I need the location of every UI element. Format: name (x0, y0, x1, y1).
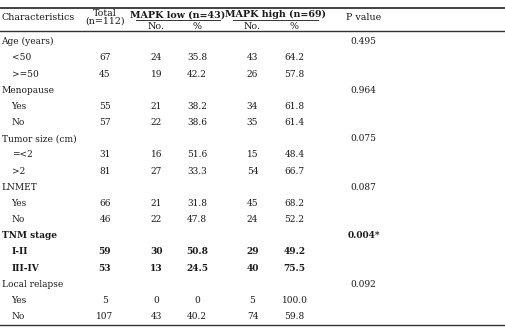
Text: (n=112): (n=112) (85, 17, 125, 26)
Text: 57: 57 (99, 118, 111, 127)
Text: LNMET: LNMET (2, 183, 37, 192)
Text: 24.5: 24.5 (186, 264, 208, 273)
Text: 38.6: 38.6 (187, 118, 207, 127)
Text: 0.075: 0.075 (350, 134, 377, 143)
Text: No: No (12, 215, 25, 224)
Text: 21: 21 (151, 102, 162, 111)
Text: 42.2: 42.2 (187, 70, 207, 79)
Text: 27: 27 (151, 167, 162, 176)
Text: 22: 22 (151, 118, 162, 127)
Text: Yes: Yes (12, 296, 27, 305)
Text: 55: 55 (99, 102, 111, 111)
Text: Menopause: Menopause (2, 86, 55, 95)
Text: MAPK high (n=69): MAPK high (n=69) (225, 10, 326, 19)
Text: Tumor size (cm): Tumor size (cm) (2, 134, 76, 143)
Text: <50: <50 (12, 53, 31, 62)
Text: Age (years): Age (years) (2, 37, 54, 46)
Text: 43: 43 (151, 312, 162, 321)
Text: 61.8: 61.8 (284, 102, 305, 111)
Text: 33.3: 33.3 (187, 167, 207, 176)
Text: 47.8: 47.8 (187, 215, 207, 224)
Text: 40.2: 40.2 (187, 312, 207, 321)
Text: 35: 35 (247, 118, 258, 127)
Text: 68.2: 68.2 (284, 199, 305, 208)
Text: 50.8: 50.8 (186, 248, 208, 256)
Text: 57.8: 57.8 (284, 70, 305, 79)
Text: 48.4: 48.4 (284, 150, 305, 159)
Text: 5: 5 (249, 296, 256, 305)
Text: MAPK low (n=43): MAPK low (n=43) (130, 10, 226, 19)
Text: 59: 59 (98, 248, 111, 256)
Text: 53: 53 (98, 264, 111, 273)
Text: No: No (12, 312, 25, 321)
Text: %: % (290, 22, 299, 31)
Text: 66: 66 (99, 199, 111, 208)
Text: 45: 45 (99, 70, 111, 79)
Text: 52.2: 52.2 (284, 215, 305, 224)
Text: 75.5: 75.5 (283, 264, 306, 273)
Text: %: % (192, 22, 201, 31)
Text: 22: 22 (151, 215, 162, 224)
Text: 100.0: 100.0 (281, 296, 308, 305)
Text: =<2: =<2 (12, 150, 32, 159)
Text: 0.964: 0.964 (350, 86, 377, 95)
Text: 51.6: 51.6 (187, 150, 207, 159)
Text: 0: 0 (154, 296, 160, 305)
Text: 67: 67 (99, 53, 111, 62)
Text: 5: 5 (102, 296, 108, 305)
Text: 13: 13 (150, 264, 163, 273)
Text: 0.495: 0.495 (350, 37, 377, 46)
Text: 54: 54 (246, 167, 259, 176)
Text: >2: >2 (12, 167, 25, 176)
Text: 59.8: 59.8 (284, 312, 305, 321)
Text: 34: 34 (247, 102, 258, 111)
Text: 35.8: 35.8 (187, 53, 207, 62)
Text: 31: 31 (99, 150, 111, 159)
Text: 29: 29 (246, 248, 259, 256)
Text: I-II: I-II (12, 248, 28, 256)
Text: 61.4: 61.4 (284, 118, 305, 127)
Text: Local relapse: Local relapse (2, 280, 63, 289)
Text: TNM stage: TNM stage (2, 231, 57, 240)
Text: 40: 40 (246, 264, 259, 273)
Text: 30: 30 (150, 248, 163, 256)
Text: 15: 15 (246, 150, 259, 159)
Text: 64.2: 64.2 (284, 53, 305, 62)
Text: 0.004*: 0.004* (347, 231, 380, 240)
Text: 21: 21 (151, 199, 162, 208)
Text: 66.7: 66.7 (284, 167, 305, 176)
Text: 49.2: 49.2 (283, 248, 306, 256)
Text: 24: 24 (151, 53, 162, 62)
Text: 81: 81 (99, 167, 111, 176)
Text: No: No (12, 118, 25, 127)
Text: 107: 107 (96, 312, 114, 321)
Text: 38.2: 38.2 (187, 102, 207, 111)
Text: 0.092: 0.092 (351, 280, 376, 289)
Text: 45: 45 (246, 199, 259, 208)
Text: III-IV: III-IV (12, 264, 39, 273)
Text: 0.087: 0.087 (350, 183, 377, 192)
Text: 0: 0 (194, 296, 200, 305)
Text: 19: 19 (151, 70, 162, 79)
Text: 24: 24 (247, 215, 258, 224)
Text: Characteristics: Characteristics (2, 13, 75, 22)
Text: Yes: Yes (12, 102, 27, 111)
Text: 16: 16 (151, 150, 162, 159)
Text: 74: 74 (247, 312, 258, 321)
Text: 31.8: 31.8 (187, 199, 207, 208)
Text: >=50: >=50 (12, 70, 38, 79)
Text: 43: 43 (247, 53, 258, 62)
Text: 46: 46 (99, 215, 111, 224)
Text: P value: P value (346, 13, 381, 22)
Text: Yes: Yes (12, 199, 27, 208)
Text: Total: Total (93, 9, 117, 18)
Text: 26: 26 (247, 70, 258, 79)
Text: No.: No. (244, 22, 261, 31)
Text: No.: No. (148, 22, 165, 31)
